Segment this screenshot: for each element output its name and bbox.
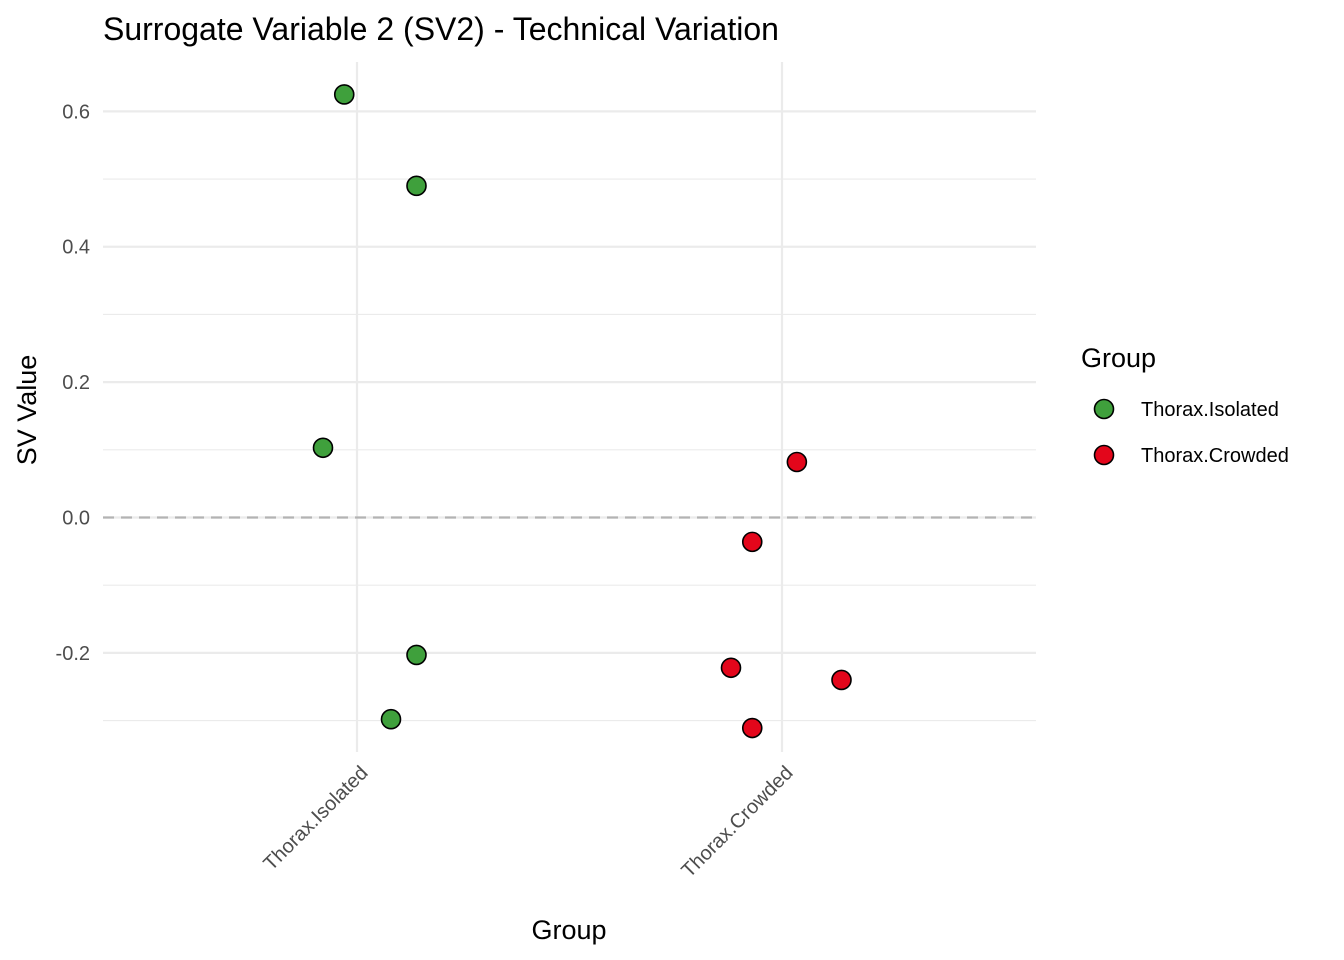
y-axis-title: SV Value xyxy=(12,355,42,466)
chart-title: Surrogate Variable 2 (SV2) - Technical V… xyxy=(103,11,779,47)
x-tick-label: Thorax.Crowded xyxy=(677,762,797,882)
x-tick-label: Thorax.Isolated xyxy=(259,762,372,875)
legend-items: Thorax.Isolated Thorax.Crowded xyxy=(1093,398,1289,467)
y-tick-label: 0.0 xyxy=(62,508,90,530)
legend: Group Thorax.Isolated Thorax.Crowded xyxy=(1081,343,1289,467)
major-gridlines xyxy=(103,62,1036,752)
legend-label: Thorax.Crowded xyxy=(1141,445,1289,467)
data-point xyxy=(380,708,402,730)
points-layer xyxy=(312,84,852,739)
y-tick-label: 0.4 xyxy=(62,237,90,259)
data-point xyxy=(786,451,808,473)
data-point xyxy=(741,531,763,553)
data-point xyxy=(333,84,355,105)
legend-key xyxy=(1093,444,1115,466)
legend-key xyxy=(1093,398,1115,420)
legend-title: Group xyxy=(1081,343,1156,373)
y-axis-ticks: -0.2 0.0 0.2 0.4 0.6 xyxy=(56,101,90,665)
minor-gridlines xyxy=(103,178,1036,722)
x-axis-title: Group xyxy=(531,915,606,945)
y-tick-label: 0.2 xyxy=(62,372,90,394)
legend-label: Thorax.Isolated xyxy=(1141,399,1279,421)
data-point xyxy=(831,669,852,691)
data-point xyxy=(720,657,742,679)
y-tick-label: 0.6 xyxy=(62,101,90,123)
data-point xyxy=(312,437,334,459)
data-point xyxy=(406,175,427,197)
data-point xyxy=(741,717,763,739)
x-axis-ticks: Thorax.Isolated Thorax.Crowded xyxy=(259,762,797,882)
y-tick-label: -0.2 xyxy=(56,643,90,665)
data-point xyxy=(406,644,427,666)
